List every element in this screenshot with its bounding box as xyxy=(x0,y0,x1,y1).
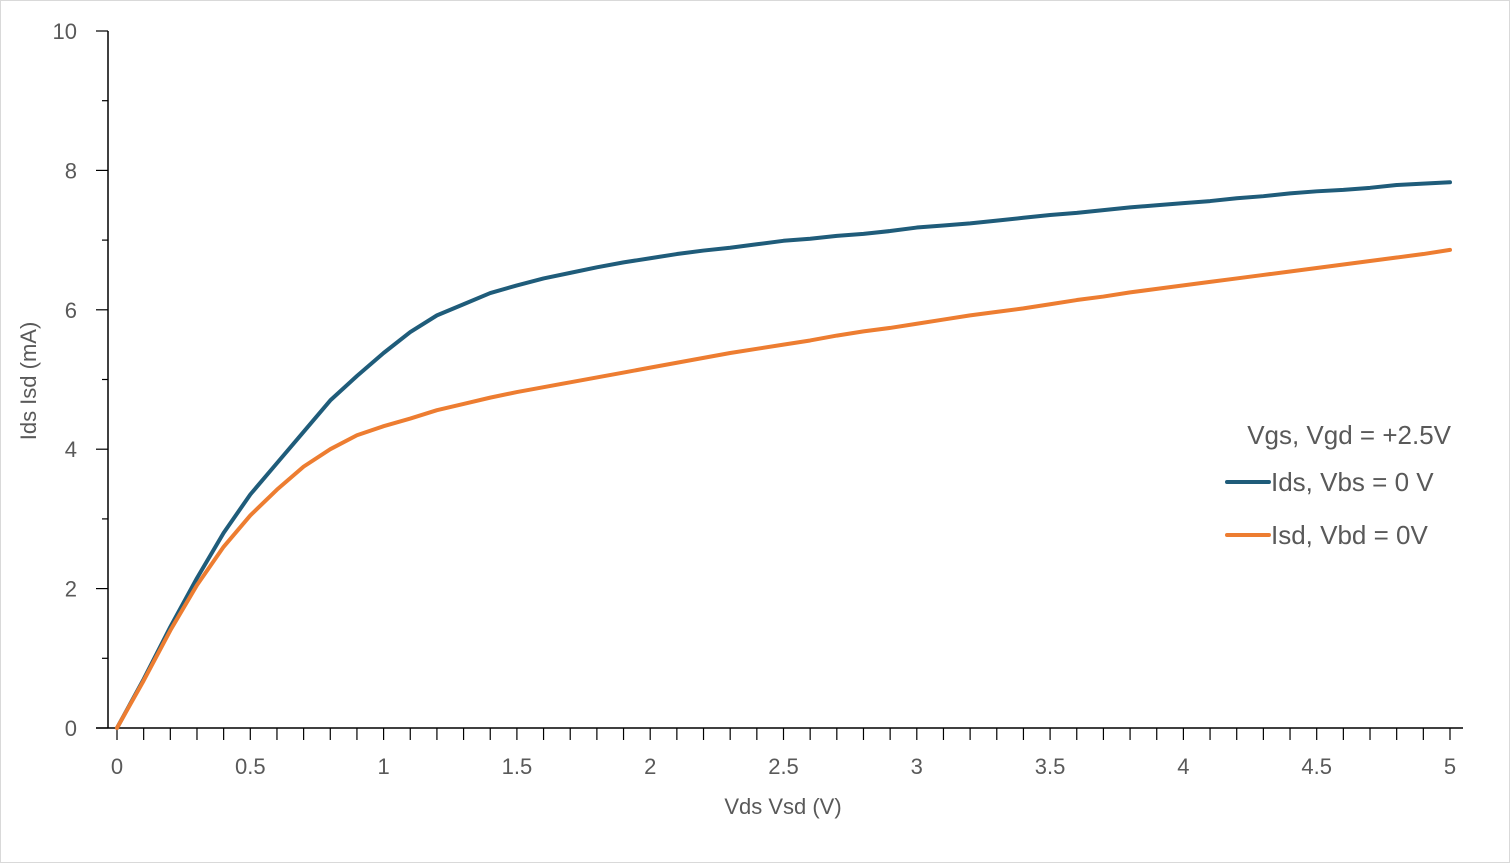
y-tick-label: 10 xyxy=(53,19,77,44)
x-tick-label: 1.5 xyxy=(502,754,533,779)
series-line xyxy=(115,247,1452,730)
x-tick-label: 0 xyxy=(111,754,123,779)
x-tick-label: 5 xyxy=(1444,754,1456,779)
legend-item: Isd, Vbd = 0V xyxy=(1225,520,1428,550)
y-tick-label: 0 xyxy=(65,716,77,741)
x-tick-label: 2 xyxy=(644,754,656,779)
x-tick-label: 2.5 xyxy=(768,754,799,779)
y-tick-label: 6 xyxy=(65,298,77,323)
y-tick-label: 2 xyxy=(65,577,77,602)
x-tick-label: 3.5 xyxy=(1035,754,1066,779)
legend-label: Isd, Vbd = 0V xyxy=(1271,520,1428,550)
x-tick-label: 3 xyxy=(911,754,923,779)
x-tick-label: 4 xyxy=(1177,754,1189,779)
legend-group: Vgs, Vgd = +2.5V Ids, Vbs = 0 V Isd, Vbd … xyxy=(1225,420,1452,550)
series-line xyxy=(115,180,1452,730)
legend-label: Ids, Vbs = 0 V xyxy=(1271,467,1434,497)
x-tick-label: 0.5 xyxy=(235,754,266,779)
x-tick-label: 1 xyxy=(377,754,389,779)
x-axis-title: Vds Vsd (V) xyxy=(724,794,841,819)
legend-item: Ids, Vbs = 0 V xyxy=(1225,467,1434,497)
series-2 xyxy=(115,247,1452,730)
legend-title: Vgs, Vgd = +2.5V xyxy=(1247,420,1451,450)
axes-group: 0 2 4 6 8 10 0 0.5 1 1.5 2 2.5 3 3.5 4 4.5 5 xyxy=(53,19,1463,779)
y-tick-label: 8 xyxy=(65,158,77,183)
y-axis-title: Ids Isd (mA) xyxy=(16,322,41,441)
series-1 xyxy=(115,180,1452,730)
x-tick-label: 4.5 xyxy=(1301,754,1332,779)
series-group xyxy=(115,180,1452,730)
y-tick-label: 4 xyxy=(65,437,77,462)
